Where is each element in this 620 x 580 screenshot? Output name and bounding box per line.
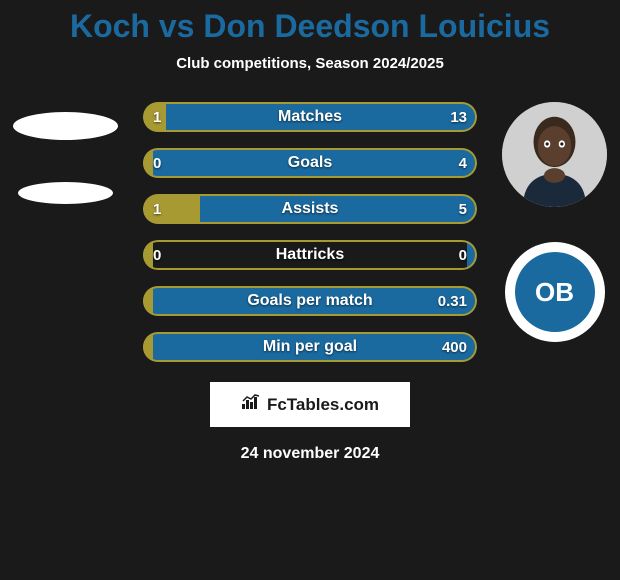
- stat-row: 00Hattricks: [143, 240, 477, 270]
- chart-icon: [241, 394, 261, 415]
- right-player-avatar: [502, 102, 607, 207]
- page-title: Koch vs Don Deedson Louicius: [0, 8, 620, 45]
- stat-label: Assists: [143, 194, 477, 224]
- stat-label: Matches: [143, 102, 477, 132]
- footer-date: 24 november 2024: [0, 445, 620, 463]
- stat-label: Goals per match: [143, 286, 477, 316]
- stat-row: 15Assists: [143, 194, 477, 224]
- brand-logo: FcTables.com: [210, 382, 410, 427]
- brand-text: FcTables.com: [267, 395, 379, 415]
- stat-row: 04Goals: [143, 148, 477, 178]
- stat-row: 0.31Goals per match: [143, 286, 477, 316]
- left-player-club-placeholder: [18, 182, 113, 204]
- stat-label: Goals: [143, 148, 477, 178]
- right-player-column: OB: [497, 102, 612, 342]
- comparison-main: 113Matches 04Goals 15Assists 00Hattricks 0.3…: [0, 102, 620, 362]
- left-player-avatar-placeholder: [13, 112, 118, 140]
- subtitle: Club competitions, Season 2024/2025: [0, 55, 620, 72]
- stat-row: 113Matches: [143, 102, 477, 132]
- stat-row: 400Min per goal: [143, 332, 477, 362]
- right-player-club-badge: OB: [505, 242, 605, 342]
- stat-label: Min per goal: [143, 332, 477, 362]
- left-player-column: [8, 102, 123, 204]
- stat-label: Hattricks: [143, 240, 477, 270]
- stat-bars: 113Matches 04Goals 15Assists 00Hattricks 0.3…: [143, 102, 477, 362]
- club-badge-text: OB: [515, 252, 595, 332]
